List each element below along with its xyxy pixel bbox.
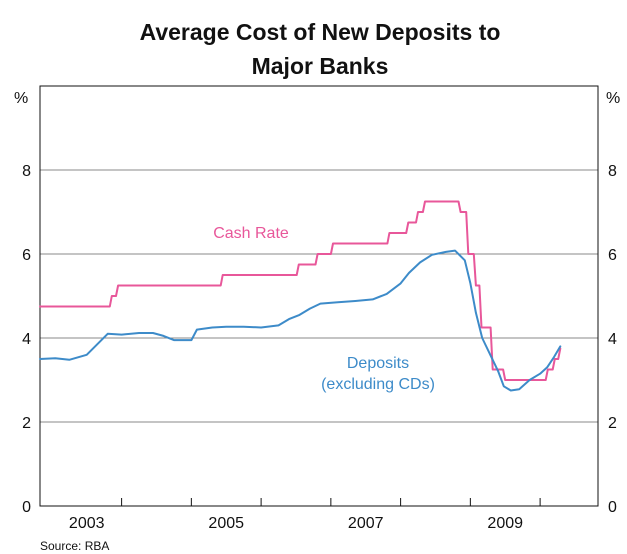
chart-title-line-1: Average Cost of New Deposits to [140,19,501,45]
series-lines [39,200,562,392]
y-tick-label-right: 6 [608,247,617,264]
source-note: Source: RBA [40,539,109,553]
y-unit-left: % [14,90,28,107]
cash-rate-line [39,200,562,381]
plot-frame [39,85,599,507]
y-tick-label-left: 8 [22,163,31,180]
deposits-label: Deposits (excluding CDs) [321,355,435,393]
y-tick-label-right: 4 [608,331,617,348]
x-tick-label: 2009 [487,515,523,532]
series-label-line: Deposits [347,355,409,372]
x-tick-label: 2005 [208,515,244,532]
series-label-line: (excluding CDs) [321,376,435,393]
y-tick-labels: 0 0 2 2 4 4 6 6 8 8 [22,163,617,516]
y-tick-label-right: 0 [608,499,617,516]
deposits-line [39,249,562,392]
cash-rate-label: Cash Rate [213,225,289,242]
gridlines [40,169,598,423]
y-tick-label-right: 2 [608,415,617,432]
x-tick-label: 2007 [348,515,384,532]
y-tick-label-left: 2 [22,415,31,432]
y-tick-label-left: 0 [22,499,31,516]
y-tick-label-left: 6 [22,247,31,264]
x-tick-labels: 2003 2005 2007 2009 [69,515,523,532]
year-boundary-ticks [121,498,541,506]
y-tick-label-right: 8 [608,163,617,180]
y-tick-label-left: 4 [22,331,31,348]
y-unit-right: % [606,90,620,107]
series-label-line: Cash Rate [213,225,289,242]
x-tick-label: 2003 [69,515,105,532]
chart-title-line-2: Major Banks [252,53,389,79]
